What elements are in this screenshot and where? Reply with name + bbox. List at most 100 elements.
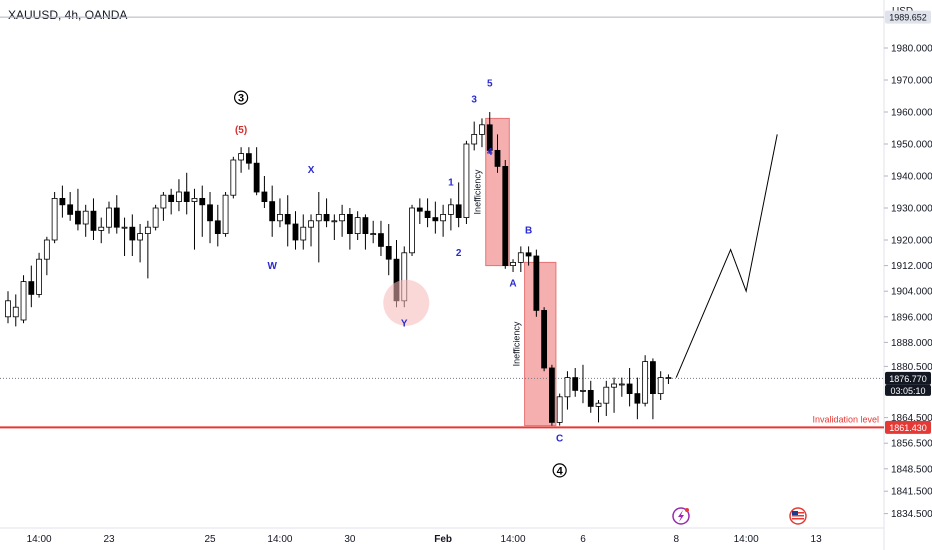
candle	[572, 368, 579, 397]
candle-body	[642, 361, 649, 404]
candle-body	[129, 226, 136, 241]
candle	[486, 112, 493, 154]
candle-body	[277, 213, 283, 222]
projection-path	[675, 134, 778, 378]
candle-body	[370, 233, 377, 236]
candle	[300, 214, 307, 250]
candle	[222, 192, 229, 237]
lightning-icon[interactable]	[672, 507, 690, 525]
candle	[98, 217, 105, 244]
candle	[362, 214, 369, 250]
candle-body	[214, 220, 221, 235]
time-tick-label: 25	[204, 534, 216, 545]
candle	[440, 204, 447, 237]
candle-body	[611, 383, 617, 388]
candle	[59, 185, 66, 218]
candle	[494, 134, 501, 173]
candle-body	[183, 191, 190, 203]
time-tick-label: 14:00	[734, 534, 759, 545]
candle	[20, 275, 27, 324]
candle-body	[424, 210, 431, 218]
candle	[137, 224, 143, 263]
candle-body	[580, 389, 586, 392]
time-tick-label: 14:00	[27, 534, 52, 545]
candle	[510, 259, 516, 272]
candle	[199, 185, 206, 237]
candle-body	[416, 207, 423, 212]
wave-label: C	[556, 434, 563, 445]
us-flag-icon[interactable]	[789, 507, 807, 525]
candle	[238, 147, 245, 173]
candle-body	[20, 281, 27, 321]
wave-labels: (5) W X Y 1 2 3 4 5 A B C 3 4	[234, 78, 567, 478]
wave-label: 1	[448, 178, 454, 189]
candle	[339, 204, 346, 237]
candle-body	[12, 306, 19, 318]
wave-label: 3	[471, 94, 477, 105]
candle	[207, 192, 213, 244]
candle	[67, 192, 74, 221]
candle	[323, 198, 330, 228]
horizontal-lines: Invalidation level	[0, 16, 884, 429]
candle	[409, 204, 415, 256]
candle-body	[51, 197, 58, 241]
candle	[611, 377, 617, 413]
candle-body	[339, 213, 346, 222]
price-tick-label: 1912.000	[891, 261, 932, 272]
candle	[253, 147, 260, 196]
candle-body	[106, 207, 112, 228]
candle	[517, 246, 524, 272]
candle-body	[137, 233, 143, 241]
price-tick-label: 1864.500	[891, 413, 932, 424]
candle	[416, 198, 423, 224]
candle-body	[385, 245, 392, 260]
wave-label: W	[267, 261, 277, 272]
candle	[556, 393, 563, 426]
candle	[471, 121, 478, 151]
candle	[541, 307, 548, 372]
wave-label: (5)	[235, 125, 247, 136]
candle	[183, 172, 190, 215]
price-tick-label: 1920.000	[891, 236, 932, 247]
candle	[385, 224, 392, 276]
price-tick-label: 1930.000	[891, 204, 932, 215]
candle	[230, 156, 237, 199]
circle-marker	[234, 90, 249, 105]
candle-body	[59, 197, 66, 206]
candle	[245, 147, 252, 170]
time-tick-label: 6	[580, 534, 586, 545]
price-tick-label: 1880.500	[891, 362, 932, 373]
candle	[603, 380, 610, 416]
inefficiency-label: Inefficiency	[512, 321, 522, 366]
wave-label: 2	[456, 248, 462, 259]
price-axis[interactable]: 1980.000 1970.000 1960.000 1950.000 1940.000…	[884, 44, 932, 521]
candle-body	[455, 204, 462, 219]
candle-body	[222, 194, 229, 234]
circle-wave-label: 3	[234, 90, 249, 105]
candle	[315, 192, 322, 263]
candle	[106, 201, 112, 234]
candle-body	[572, 377, 579, 391]
candle-body	[176, 191, 182, 203]
candle	[447, 198, 454, 231]
candle-body	[160, 194, 167, 209]
candle	[121, 217, 128, 256]
candle-body	[486, 124, 493, 151]
candle	[432, 201, 439, 234]
price-tick-label: 1970.000	[891, 76, 932, 87]
candle-body	[556, 396, 563, 423]
price-tags: 1989.652 1876.770 03:05:10 1861.430	[885, 10, 931, 434]
candle-body	[67, 204, 74, 215]
candle	[455, 182, 462, 228]
invalidation-price-tag-text: 1861.430	[889, 423, 927, 433]
candle	[277, 198, 283, 228]
time-axis[interactable]: 14:00 23 25 14:00 30 Feb 14:00 6 8 14:00 13	[27, 534, 823, 545]
candle-body	[502, 165, 509, 266]
countdown-tag-text: 03:05:10	[890, 386, 925, 396]
candle	[378, 220, 384, 256]
wave-label: Y	[401, 318, 408, 329]
candle	[113, 195, 120, 234]
candle-body	[346, 213, 353, 234]
